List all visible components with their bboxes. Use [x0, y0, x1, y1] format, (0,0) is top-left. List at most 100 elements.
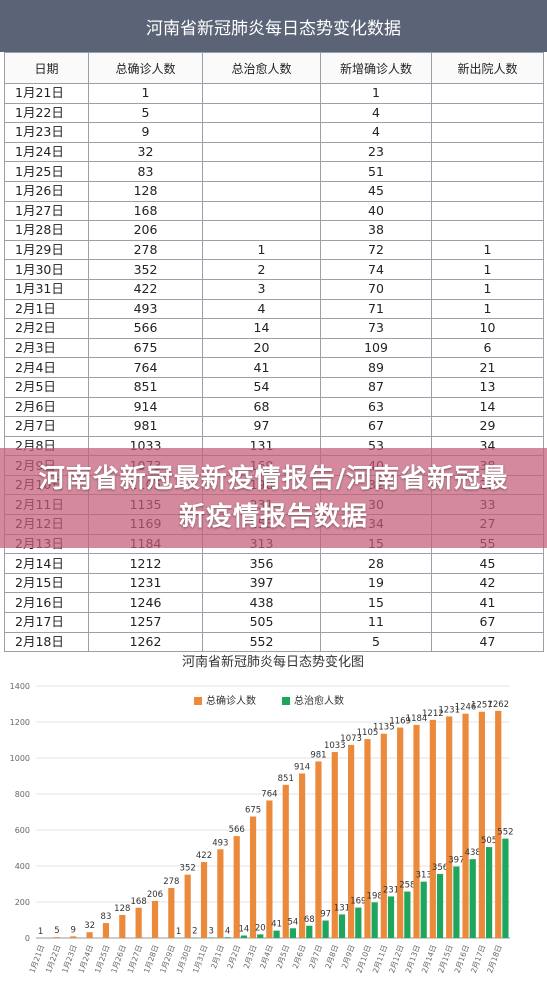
- x-tick-label: 2月8日: [323, 944, 340, 970]
- table-cell: 206: [89, 221, 203, 241]
- table-cell: 11: [321, 613, 432, 633]
- data-label-cured: 552: [497, 828, 513, 838]
- bar-cured: [486, 847, 492, 938]
- legend-label-cured: 总治愈人数: [294, 694, 344, 707]
- x-tick-label: 1月29日: [158, 944, 176, 975]
- table-cell: 2月16日: [5, 593, 89, 613]
- x-tick-label: 1月28日: [142, 944, 160, 975]
- table-cell: 83: [89, 162, 203, 182]
- bar-cured: [274, 931, 280, 938]
- data-label-confirmed: 32: [84, 921, 95, 931]
- table-title: 河南省新冠肺炎每日态势变化数据: [0, 0, 547, 52]
- bar-confirmed: [495, 711, 501, 938]
- table-cell: 40: [321, 201, 432, 221]
- bar-confirmed: [381, 734, 387, 938]
- table-cell: 1月24日: [5, 142, 89, 162]
- table-cell: 1月29日: [5, 240, 89, 260]
- bar-confirmed: [217, 849, 223, 938]
- table-cell: 1257: [89, 613, 203, 633]
- bar-cured: [257, 934, 263, 938]
- data-label-confirmed: 168: [131, 897, 147, 907]
- data-label-cured: 505: [481, 836, 497, 846]
- table-cell: [432, 123, 544, 143]
- bar-confirmed: [168, 888, 174, 938]
- x-tick-label: 2月18日: [485, 944, 503, 975]
- bar-cured: [404, 892, 410, 938]
- y-tick-label: 0: [25, 934, 30, 943]
- table-cell: 1月25日: [5, 162, 89, 182]
- y-tick-label: 400: [15, 862, 30, 871]
- x-tick-label: 1月31日: [191, 944, 209, 975]
- x-tick-label: 2月3日: [242, 944, 259, 970]
- table-cell: 51: [321, 162, 432, 182]
- table-cell: 851: [89, 377, 203, 397]
- data-label-confirmed: 9: [71, 925, 76, 935]
- table-cell: [203, 84, 321, 104]
- bar-cured: [323, 921, 329, 938]
- table-cell: 278: [89, 240, 203, 260]
- table-cell: 2月2日: [5, 319, 89, 339]
- data-label-confirmed: 1262: [487, 700, 509, 710]
- data-label-cured: 313: [416, 871, 432, 881]
- table-cell: 981: [89, 417, 203, 437]
- table-cell: 29: [432, 417, 544, 437]
- bar-cured: [208, 937, 214, 938]
- bar-cured: [372, 902, 378, 938]
- column-header: 总确诊人数: [89, 53, 203, 84]
- data-label-confirmed: 493: [212, 838, 228, 848]
- bar-confirmed: [299, 773, 305, 938]
- data-label-cured: 20: [255, 923, 266, 933]
- x-tick-label: 1月27日: [126, 944, 144, 975]
- x-tick-label: 2月9日: [340, 944, 357, 970]
- data-label-cured: 258: [399, 881, 415, 891]
- table-cell: 4: [321, 123, 432, 143]
- data-label-confirmed: 914: [294, 762, 310, 772]
- bar-cured: [290, 928, 296, 938]
- table-cell: 2月4日: [5, 358, 89, 378]
- table-cell: 2月14日: [5, 554, 89, 574]
- table-cell: 54: [203, 377, 321, 397]
- table-cell: 63: [321, 397, 432, 417]
- y-tick-label: 800: [15, 790, 30, 799]
- table-cell: [432, 103, 544, 123]
- data-label-cured: 131: [334, 903, 350, 913]
- table-cell: 493: [89, 299, 203, 319]
- table-cell: 1月31日: [5, 279, 89, 299]
- bar-cured: [355, 908, 361, 938]
- table-cell: 41: [203, 358, 321, 378]
- table-cell: 1: [321, 84, 432, 104]
- data-label-cured: 3: [209, 926, 214, 936]
- table-cell: 87: [321, 377, 432, 397]
- data-label-confirmed: 352: [180, 864, 196, 874]
- bar-confirmed: [446, 716, 452, 938]
- x-tick-label: 2月17日: [469, 944, 487, 975]
- data-label-confirmed: 422: [196, 851, 212, 861]
- x-tick-label: 1月24日: [77, 944, 95, 975]
- table-cell: 128: [89, 181, 203, 201]
- y-tick-label: 1200: [10, 718, 30, 727]
- legend-label-confirmed: 总确诊人数: [206, 694, 256, 707]
- table-cell: 1月26日: [5, 181, 89, 201]
- table-cell: 97: [203, 417, 321, 437]
- table-cell: 1231: [89, 573, 203, 593]
- table-cell: 9: [89, 123, 203, 143]
- table-cell: 675: [89, 338, 203, 358]
- table-cell: 2: [203, 260, 321, 280]
- x-tick-label: 2月12日: [387, 944, 405, 975]
- table-cell: 352: [89, 260, 203, 280]
- x-tick-label: 1月25日: [93, 944, 111, 975]
- table-cell: 109: [321, 338, 432, 358]
- data-label-cured: 14: [238, 924, 249, 934]
- table-cell: 74: [321, 260, 432, 280]
- table-cell: [203, 221, 321, 241]
- x-tick-label: 2月14日: [420, 944, 438, 975]
